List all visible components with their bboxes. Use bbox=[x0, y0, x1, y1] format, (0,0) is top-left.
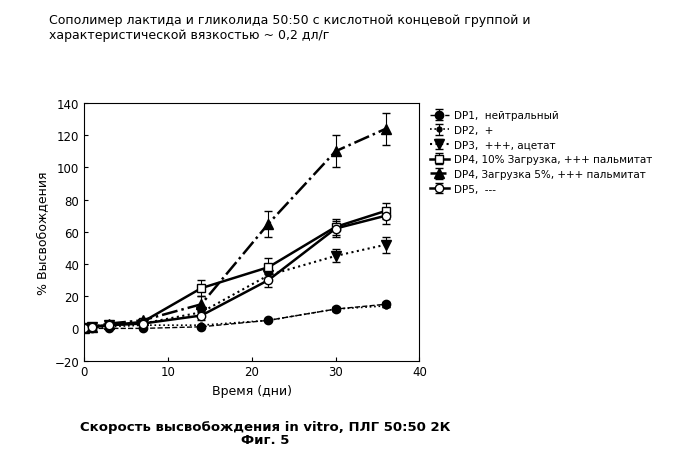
Y-axis label: % Высвобождения: % Высвобождения bbox=[36, 170, 49, 294]
Text: Скорость высвобождения in vitro, ПЛГ 50:50 2К: Скорость высвобождения in vitro, ПЛГ 50:… bbox=[80, 420, 451, 433]
Text: Фиг. 5: Фиг. 5 bbox=[241, 433, 290, 446]
Text: Сополимер лактида и гликолида 50:50 с кислотной концевой группой и
характеристич: Сополимер лактида и гликолида 50:50 с ки… bbox=[49, 14, 531, 41]
Legend: DP1,  нейтральный, DP2,  +, DP3,  +++, ацетат, DP4, 10% Загрузка, +++ пальмитат,: DP1, нейтральный, DP2, +, DP3, +++, ацет… bbox=[428, 109, 654, 196]
X-axis label: Время (дни): Время (дни) bbox=[212, 384, 291, 397]
